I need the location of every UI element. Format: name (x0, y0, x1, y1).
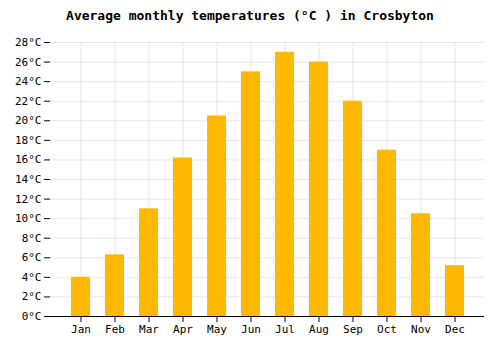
svg-text:Aug: Aug (309, 323, 329, 336)
svg-text:Apr: Apr (173, 323, 193, 336)
svg-text:26°C: 26°C (15, 56, 42, 69)
svg-text:0°C: 0°C (22, 310, 42, 323)
svg-text:10°C: 10°C (15, 212, 42, 225)
svg-text:Nov: Nov (411, 323, 431, 336)
svg-text:20°C: 20°C (15, 114, 42, 127)
svg-text:14°C: 14°C (15, 173, 42, 186)
svg-text:Jul: Jul (275, 323, 295, 336)
svg-text:18°C: 18°C (15, 134, 42, 147)
svg-text:24°C: 24°C (15, 75, 42, 88)
svg-text:Oct: Oct (377, 323, 397, 336)
svg-text:8°C: 8°C (22, 232, 42, 245)
svg-text:Sep: Sep (343, 323, 363, 336)
svg-text:22°C: 22°C (15, 95, 42, 108)
svg-text:4°C: 4°C (22, 271, 42, 284)
svg-text:Jun: Jun (241, 323, 261, 336)
svg-text:12°C: 12°C (15, 193, 42, 206)
svg-text:16°C: 16°C (15, 153, 42, 166)
svg-text:2°C: 2°C (22, 290, 42, 303)
svg-text:Jan: Jan (71, 323, 91, 336)
svg-text:Dec: Dec (445, 323, 465, 336)
svg-text:Mar: Mar (139, 323, 159, 336)
html-text:Average monthly temperatures (: Average monthly temperatures (°C ) in Cr… (66, 8, 434, 23)
svg-text:May: May (207, 323, 227, 336)
svg-text:6°C: 6°C (22, 251, 42, 264)
svg-text:Feb: Feb (105, 323, 125, 336)
svg-text:28°C: 28°C (15, 36, 42, 49)
